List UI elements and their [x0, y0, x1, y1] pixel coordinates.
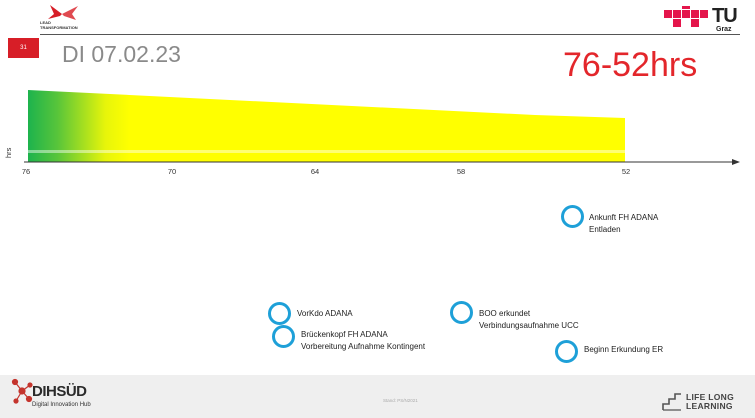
lll-stairs-icon	[662, 393, 681, 411]
event-marker-brueckenkopf	[272, 325, 295, 348]
dih-network-icon	[11, 378, 33, 404]
footer-bar	[0, 375, 755, 418]
lll-logo-text: LIFE LONG LEARNING	[686, 392, 735, 411]
event-label-boo: BOO erkundet Verbindungsaufnahme UCC	[479, 309, 579, 330]
header-divider	[40, 34, 740, 35]
timeline-axis-arrow-icon	[732, 159, 740, 165]
axis-unit-label: hrs	[4, 147, 13, 158]
graz-logo-text: Graz	[716, 26, 732, 33]
tick-label-64: 64	[310, 167, 320, 176]
tu-graz-logo: TU Graz	[664, 2, 744, 36]
timeline-band-highlight	[28, 150, 625, 153]
footer-note: Stand: PS/N2021	[383, 398, 418, 403]
dih-logo-subtitle: Digital Innovation Hub	[32, 402, 91, 408]
event-marker-boo	[450, 301, 473, 324]
tick-label-76: 76	[21, 167, 31, 176]
tu-logo-text: TU	[712, 5, 738, 27]
slide-number-badge: 31	[8, 38, 39, 58]
event-marker-erkundung	[555, 340, 578, 363]
lead-transformation-logo: LEAD TRANSFORMATION	[40, 4, 84, 34]
tick-label-58: 58	[456, 167, 466, 176]
hours-range-label: 76-52hrs	[563, 46, 698, 84]
event-marker-ankunft	[561, 205, 584, 228]
dih-sued-logo: DIHSÜD Digital Innovation Hub	[10, 377, 92, 413]
event-label-vorkdo: VorKdo ADANA	[297, 309, 353, 318]
event-label-brueckenkopf: Brückenkopf FH ADANA Vorbereitung Aufnah…	[301, 330, 426, 351]
tick-label-70: 70	[167, 167, 177, 176]
slide-title: DI 07.02.23	[62, 41, 181, 67]
tu-graz-blocks-icon	[664, 2, 708, 27]
event-label-ankunft: Ankunft FH ADANA Entladen	[589, 213, 659, 234]
lead-logo-text: LEAD TRANSFORMATION	[40, 20, 78, 30]
dih-logo-name: DIHSÜD	[32, 383, 87, 400]
event-marker-vorkdo	[268, 302, 291, 325]
event-label-erkundung: Beginn Erkundung ER	[584, 345, 664, 354]
timeline-wedge	[28, 90, 625, 162]
life-long-learning-logo: LIFE LONG LEARNING	[662, 393, 747, 413]
tick-label-52: 52	[621, 167, 631, 176]
lead-butterfly-icon	[48, 5, 78, 20]
timeline-band	[24, 90, 740, 165]
